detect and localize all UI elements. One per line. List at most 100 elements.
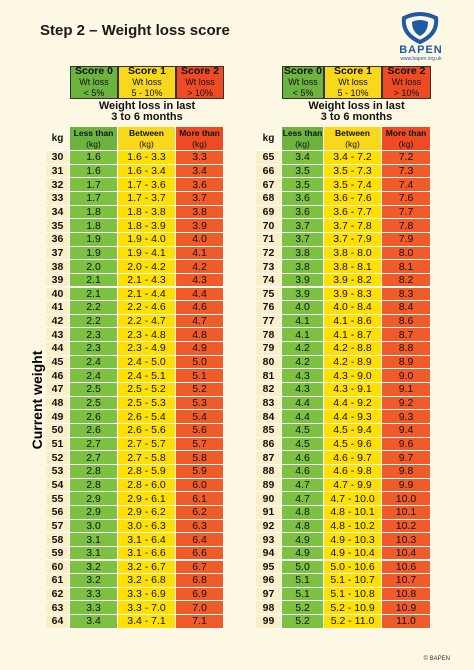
value-cell: 3.7 - 7.9 <box>324 232 382 247</box>
value-cell: 6.1 <box>176 492 224 506</box>
column-unit: (kg) <box>192 138 207 149</box>
value-cell: 6.4 <box>176 533 224 547</box>
value-cell: 2.1 <box>70 273 118 288</box>
value-cell: 4.5 <box>282 437 324 452</box>
value-cell: 3.9 <box>282 273 324 288</box>
value-cell: 1.6 <box>70 151 118 165</box>
score-label: Score 2 <box>181 65 219 77</box>
value-cell: 3.3 - 6.9 <box>118 587 176 602</box>
value-cell: 2.7 <box>70 437 118 452</box>
column-header: Less than (kg) <box>282 127 324 151</box>
value-cell: 2.6 - 5.4 <box>118 410 176 424</box>
column-unit: (kg) <box>295 138 310 149</box>
score-desc: > 10% <box>393 88 420 98</box>
value-cell: 5.9 <box>176 464 224 479</box>
value-cell: 4.7 <box>282 492 324 506</box>
value-cell: 4.2 <box>282 342 324 356</box>
value-cell: 2.1 <box>70 287 118 302</box>
value-cell: 3.6 <box>176 178 224 192</box>
value-cell: 9.2 <box>382 396 431 411</box>
column-label: Between <box>129 127 164 138</box>
value-cell: 2.9 <box>70 492 118 506</box>
value-cell: 3.7 <box>282 219 324 233</box>
kg-cell: 39 <box>46 273 70 288</box>
kg-cell: 52 <box>46 451 70 465</box>
value-cell: 4.2 <box>282 355 324 370</box>
subtitle-line: 3 to 6 months <box>111 111 183 123</box>
subtitle-line: 3 to 6 months <box>320 111 393 123</box>
kg-cell: 30 <box>46 151 70 165</box>
value-cell: 2.0 - 4.2 <box>118 260 176 274</box>
value-cell: 2.2 - 4.7 <box>118 314 176 329</box>
score-desc: 5 - 10% <box>131 88 163 98</box>
kg-cell: 31 <box>46 164 70 179</box>
column-label: Less than <box>282 127 323 138</box>
value-cell: 6.7 <box>176 560 224 575</box>
value-cell: 4.4 <box>176 287 224 302</box>
value-cell: 4.2 - 8.9 <box>324 355 382 370</box>
value-cell: 4.4 <box>282 396 324 411</box>
value-cell: 3.5 - 7.4 <box>324 178 382 192</box>
logo-text: BAPEN <box>399 44 443 56</box>
value-cell: 4.3 - 9.1 <box>324 383 382 397</box>
value-cell: 10.6 <box>382 560 431 575</box>
kg-cell: 51 <box>46 437 70 452</box>
value-cell: 2.8 <box>70 464 118 479</box>
value-cell: 4.8 <box>176 328 224 343</box>
score-box: Score 0 Wt loss < 5% <box>282 66 324 99</box>
kg-cell: 67 <box>256 178 282 192</box>
value-cell: 4.1 - 8.7 <box>324 328 382 343</box>
kg-cell: 40 <box>46 287 70 302</box>
value-cell: 5.2 - 11.0 <box>324 615 382 629</box>
value-cell: 4.4 - 9.2 <box>324 396 382 411</box>
subtitle-line: Weight loss in last <box>308 100 405 112</box>
value-cell: 8.8 <box>382 342 431 356</box>
score-desc: Wt loss <box>391 77 422 87</box>
value-cell: 2.5 - 5.3 <box>118 396 176 411</box>
value-cell: 11.0 <box>382 615 431 629</box>
value-cell: 3.6 - 7.7 <box>324 205 382 220</box>
value-cell: 6.9 <box>176 587 224 602</box>
kg-cell: 87 <box>256 451 282 465</box>
value-cell: 3.0 <box>70 519 118 534</box>
value-cell: 4.9 - 10.4 <box>324 546 382 561</box>
kg-cell: 42 <box>46 314 70 329</box>
value-cell: 4.5 - 9.6 <box>324 437 382 452</box>
score-desc: 5 - 10% <box>337 88 369 98</box>
kg-cell: 60 <box>46 560 70 575</box>
value-cell: 4.5 - 9.4 <box>324 424 382 438</box>
value-cell: 3.7 - 7.8 <box>324 219 382 233</box>
value-cell: 3.6 - 7.6 <box>324 191 382 206</box>
score-desc: Wt loss <box>338 77 368 87</box>
column-label: Between <box>335 127 370 138</box>
score-desc: Wt loss <box>132 77 162 87</box>
value-cell: 7.9 <box>382 232 431 247</box>
value-cell: 3.7 <box>282 232 324 247</box>
score-box: Score 2 Wt loss > 10% <box>382 66 431 99</box>
value-cell: 4.9 <box>282 546 324 561</box>
value-cell: 4.0 <box>282 301 324 315</box>
value-cell: 10.0 <box>382 492 431 506</box>
score-desc: > 10% <box>187 88 213 98</box>
value-cell: 6.3 <box>176 519 224 534</box>
value-cell: 3.6 <box>282 191 324 206</box>
kg-cell: 65 <box>256 151 282 165</box>
value-cell: 7.2 <box>382 151 431 165</box>
column-header: Between (kg) <box>118 127 176 151</box>
column-unit: (kg) <box>139 138 154 149</box>
value-cell: 7.0 <box>176 601 224 616</box>
kg-cell: 81 <box>256 369 282 384</box>
kg-cell: 33 <box>46 191 70 206</box>
kg-cell: 96 <box>256 574 282 588</box>
kg-cell: 35 <box>46 219 70 233</box>
value-cell: 3.8 <box>282 246 324 261</box>
value-cell: 5.3 <box>176 396 224 411</box>
value-cell: 4.2 <box>176 260 224 274</box>
value-cell: 2.4 <box>70 355 118 370</box>
value-cell: 3.4 - 7.1 <box>118 615 176 629</box>
value-cell: 3.9 - 8.2 <box>324 273 382 288</box>
value-cell: 3.2 <box>70 560 118 575</box>
value-cell: 3.8 <box>176 205 224 220</box>
value-cell: 4.6 <box>282 464 324 479</box>
value-cell: 1.8 <box>70 205 118 220</box>
